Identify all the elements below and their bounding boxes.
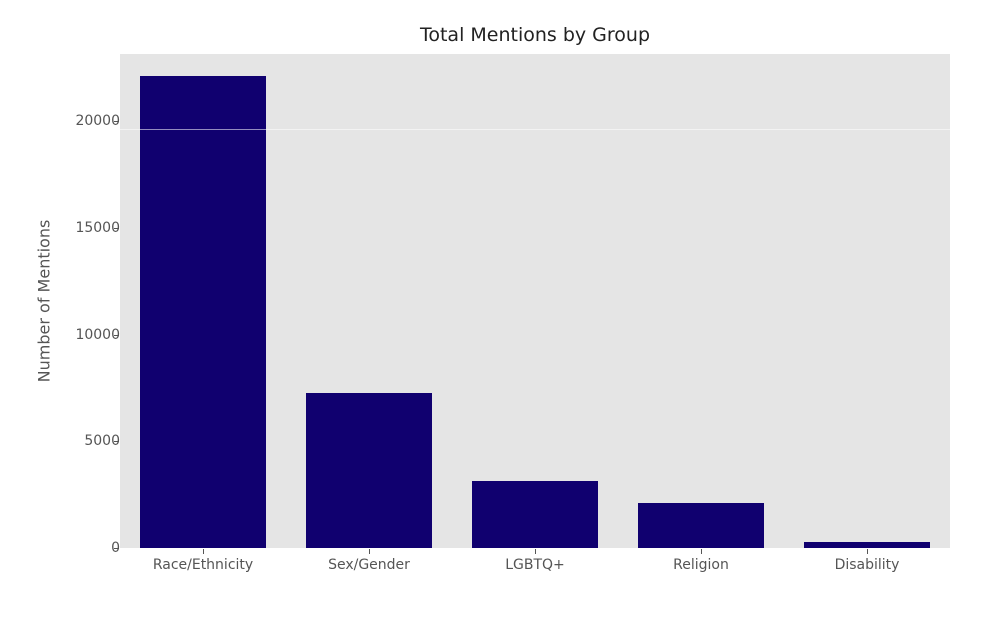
y-tick-mark [114, 121, 119, 123]
y-tick-mark [114, 548, 119, 549]
y-tick-label: 20000 [75, 113, 120, 130]
bar [139, 76, 267, 548]
y-tick-label: 10000 [75, 326, 120, 343]
x-tick-label: Religion [673, 557, 729, 573]
y-tick-mark [114, 441, 119, 443]
x-tick-mark [535, 549, 536, 554]
plot-area [120, 54, 950, 548]
x-tick-label: Sex/Gender [328, 557, 410, 573]
x-tick-mark [203, 549, 204, 554]
y-tick-label: 15000 [75, 219, 120, 236]
y-axis-label: Number of Mentions [34, 219, 54, 383]
x-tick-mark [867, 549, 868, 554]
x-tick-label: Race/Ethnicity [152, 557, 254, 573]
bar [471, 481, 599, 548]
y-tick-mark [114, 334, 119, 336]
bar [305, 393, 433, 548]
bar [637, 503, 765, 548]
x-tick-mark [701, 549, 702, 554]
x-tick-label: Disability [834, 557, 900, 573]
x-tick-label: LGBTQ+ [505, 557, 565, 573]
bar [803, 542, 931, 548]
x-tick-mark [369, 549, 370, 554]
chart-title: Total Mentions by Group [419, 24, 651, 46]
gridline [120, 129, 950, 130]
y-tick-label: 5000 [84, 433, 120, 450]
y-tick-mark [114, 227, 119, 229]
